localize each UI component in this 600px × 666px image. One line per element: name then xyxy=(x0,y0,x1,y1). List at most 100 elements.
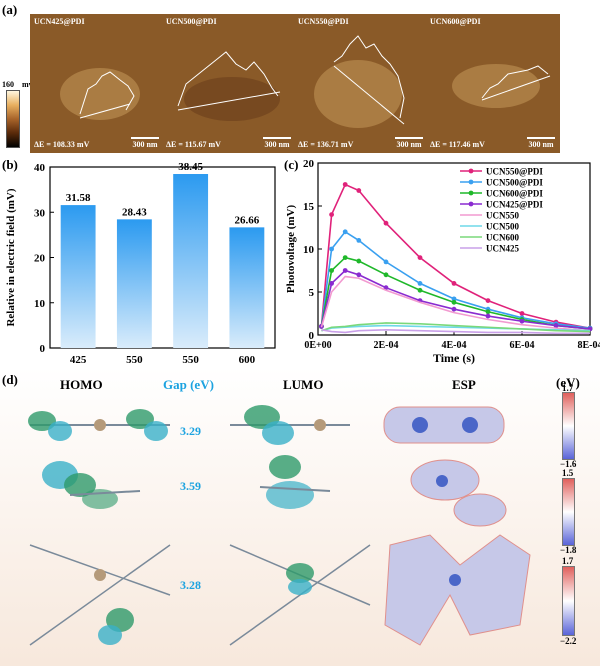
data-point xyxy=(329,268,334,273)
x-tick-label: 4E-04 xyxy=(442,340,467,351)
legend-label: UCN500 xyxy=(486,222,519,232)
esp-scale-2 xyxy=(562,478,575,546)
esp-scale-1 xyxy=(562,392,575,460)
homo-molecule-1 xyxy=(28,409,170,441)
data-point xyxy=(451,296,457,302)
esp-unit: (eV) xyxy=(556,375,580,390)
gap-value-1: 3.29 xyxy=(180,424,201,438)
bar-value-label: 28.43 xyxy=(122,206,147,218)
data-point xyxy=(485,298,491,303)
data-point xyxy=(553,323,559,328)
esp-scale-1-max: 1.7 xyxy=(562,383,574,393)
y-axis-label: Relative in electric field (mV) xyxy=(5,188,17,326)
afm-scalebar-3: 300 nm xyxy=(395,137,423,149)
bar xyxy=(60,205,96,348)
legend-label: UCN600@PDI xyxy=(486,189,543,199)
series-line xyxy=(321,329,590,335)
afm-delta-2: ΔE = 115.67 mV xyxy=(166,140,221,149)
lumo-header: LUMO xyxy=(283,377,324,392)
lumo-molecule-3 xyxy=(229,544,371,646)
esp-scale-3-min: −2.2 xyxy=(560,636,577,646)
data-point xyxy=(342,255,348,260)
legend-marker xyxy=(468,190,474,196)
data-point xyxy=(485,313,491,319)
y-tick-label: 30 xyxy=(34,207,46,219)
panel-label-c: (c) xyxy=(284,157,299,172)
esp-scale-3 xyxy=(562,566,575,636)
bar-value-label: 31.58 xyxy=(66,192,91,204)
esp-surface-1 xyxy=(383,406,505,444)
afm-texture-4 xyxy=(452,64,551,108)
esp-scale-2-max: 1.5 xyxy=(562,468,574,478)
x-tick-label: 550 xyxy=(126,354,143,366)
data-point xyxy=(417,287,423,293)
data-point xyxy=(329,246,334,252)
x-tick-label: 6E-04 xyxy=(510,340,535,351)
series-line xyxy=(320,256,591,330)
y-axis-label: Photovoltage (mV) xyxy=(285,205,297,294)
data-point xyxy=(383,272,389,278)
line-chart: 0 5 10 15 20 0E+00 2E-04 4E-04 6E-04 8E-04 Time (s… xyxy=(285,158,600,365)
molecule-renderings xyxy=(28,405,531,646)
x-tick-label: 2E-04 xyxy=(374,340,399,351)
lumo-molecule-1 xyxy=(230,405,350,445)
legend-label: UCN425@PDI xyxy=(486,200,543,210)
afm-image-1: UCN425@PDI ΔE = 108.33 mV 300 nm xyxy=(30,14,164,153)
bar-chart: 0 10 20 30 40 31.58 425 28.43 550 38.45 550 26.66 60… xyxy=(5,161,276,366)
afm-scale-2: 300 nm xyxy=(264,140,290,149)
gap-header: Gap (eV) xyxy=(163,377,214,392)
afm-image-2: UCN500@PDI ΔE = 115.67 mV 300 nm xyxy=(162,14,296,153)
data-point xyxy=(329,212,334,217)
series-line xyxy=(320,275,591,332)
bar xyxy=(116,219,152,348)
y-tick-label: 40 xyxy=(34,162,46,174)
homo-molecule-3 xyxy=(29,544,171,646)
esp-scale-1-min: −1.6 xyxy=(560,459,577,469)
afm-delta-1: ΔE = 108.33 mV xyxy=(34,140,90,149)
y-tick-label: 0 xyxy=(309,330,315,342)
x-tick-label: 550 xyxy=(182,354,199,366)
gap-value-3: 3.28 xyxy=(180,578,201,592)
afm-scalebar-2: 300 nm xyxy=(263,137,291,149)
homo-molecule-2 xyxy=(42,461,141,509)
afm-name-3: UCN550@PDI xyxy=(298,17,349,26)
panel-label-d: (d) xyxy=(2,372,18,387)
bar-value-label: 38.45 xyxy=(178,161,203,173)
data-point xyxy=(451,281,457,286)
homo-header: HOMO xyxy=(60,377,103,392)
data-point xyxy=(451,299,457,305)
data-point xyxy=(329,281,334,286)
data-point xyxy=(356,238,362,243)
x-tick-label: 425 xyxy=(70,354,87,366)
legend-label: UCN550@PDI xyxy=(486,167,543,177)
esp-surface-2 xyxy=(410,459,507,527)
data-point xyxy=(342,268,348,273)
data-point xyxy=(519,311,525,316)
y-tick-label: 10 xyxy=(34,298,46,310)
data-point xyxy=(451,306,457,312)
data-point xyxy=(485,309,491,315)
x-tick-label: 600 xyxy=(239,354,256,366)
data-point xyxy=(356,188,362,193)
y-tick-label: 5 xyxy=(309,287,315,299)
esp-scale-3-max: 1.7 xyxy=(562,556,574,566)
bar xyxy=(229,227,265,348)
legend-marker xyxy=(468,179,474,185)
data-point xyxy=(342,229,348,235)
data-point xyxy=(342,182,348,187)
legend-label: UCN425 xyxy=(486,244,519,254)
esp-scale-2-min: −1.8 xyxy=(560,545,577,555)
data-point xyxy=(519,318,525,324)
afm-scalebar-4: 300 nm xyxy=(527,137,555,149)
bar-value-label: 26.66 xyxy=(235,214,260,226)
afm-delta-4: ΔE = 117.46 mV xyxy=(430,140,485,149)
afm-name-4: UCN600@PDI xyxy=(430,17,481,26)
y-tick-label: 20 xyxy=(34,253,46,265)
panel-label-a: (a) xyxy=(2,2,18,17)
afm-texture-1 xyxy=(60,68,140,120)
lumo-molecule-2 xyxy=(259,455,331,509)
esp-header: ESP xyxy=(452,377,476,392)
series-line xyxy=(320,183,591,329)
data-point xyxy=(356,272,362,278)
colorbar-max: 160 xyxy=(2,80,14,89)
